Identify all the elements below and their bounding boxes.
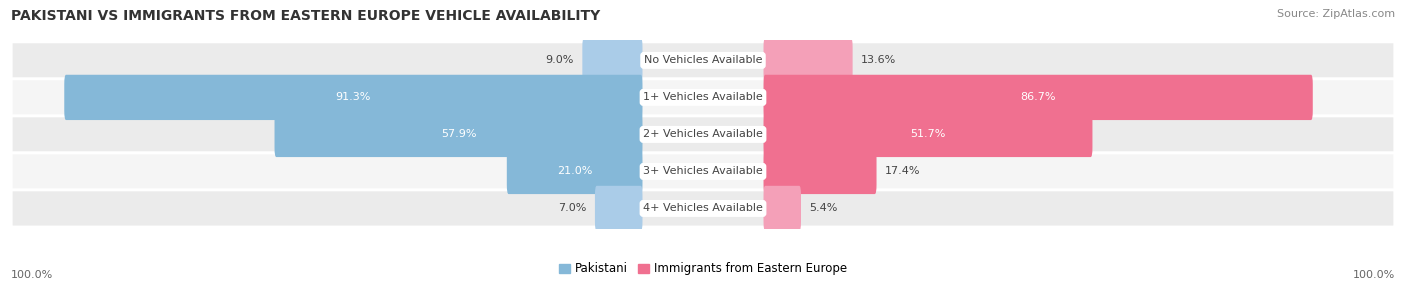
Text: Source: ZipAtlas.com: Source: ZipAtlas.com [1277, 9, 1395, 19]
Text: 5.4%: 5.4% [810, 203, 838, 213]
Text: 51.7%: 51.7% [910, 130, 946, 139]
FancyBboxPatch shape [763, 149, 876, 194]
FancyBboxPatch shape [274, 112, 643, 157]
FancyBboxPatch shape [763, 38, 852, 83]
FancyBboxPatch shape [506, 149, 643, 194]
Text: 100.0%: 100.0% [1353, 270, 1395, 280]
Text: 86.7%: 86.7% [1021, 92, 1056, 102]
Text: 3+ Vehicles Available: 3+ Vehicles Available [643, 166, 763, 176]
FancyBboxPatch shape [11, 42, 1395, 79]
FancyBboxPatch shape [582, 38, 643, 83]
FancyBboxPatch shape [11, 116, 1395, 153]
FancyBboxPatch shape [763, 186, 801, 231]
Text: No Vehicles Available: No Vehicles Available [644, 55, 762, 65]
FancyBboxPatch shape [65, 75, 643, 120]
Text: 100.0%: 100.0% [11, 270, 53, 280]
FancyBboxPatch shape [11, 190, 1395, 227]
Text: 7.0%: 7.0% [558, 203, 586, 213]
FancyBboxPatch shape [763, 75, 1313, 120]
FancyBboxPatch shape [763, 112, 1092, 157]
Text: 2+ Vehicles Available: 2+ Vehicles Available [643, 130, 763, 139]
Text: 21.0%: 21.0% [557, 166, 592, 176]
Text: 57.9%: 57.9% [440, 130, 477, 139]
FancyBboxPatch shape [11, 153, 1395, 190]
Text: 9.0%: 9.0% [546, 55, 574, 65]
Text: 4+ Vehicles Available: 4+ Vehicles Available [643, 203, 763, 213]
Legend: Pakistani, Immigrants from Eastern Europe: Pakistani, Immigrants from Eastern Europ… [554, 258, 852, 280]
Text: 1+ Vehicles Available: 1+ Vehicles Available [643, 92, 763, 102]
Text: 17.4%: 17.4% [886, 166, 921, 176]
Text: 13.6%: 13.6% [862, 55, 897, 65]
FancyBboxPatch shape [595, 186, 643, 231]
FancyBboxPatch shape [11, 79, 1395, 116]
Text: PAKISTANI VS IMMIGRANTS FROM EASTERN EUROPE VEHICLE AVAILABILITY: PAKISTANI VS IMMIGRANTS FROM EASTERN EUR… [11, 9, 600, 23]
Text: 91.3%: 91.3% [336, 92, 371, 102]
